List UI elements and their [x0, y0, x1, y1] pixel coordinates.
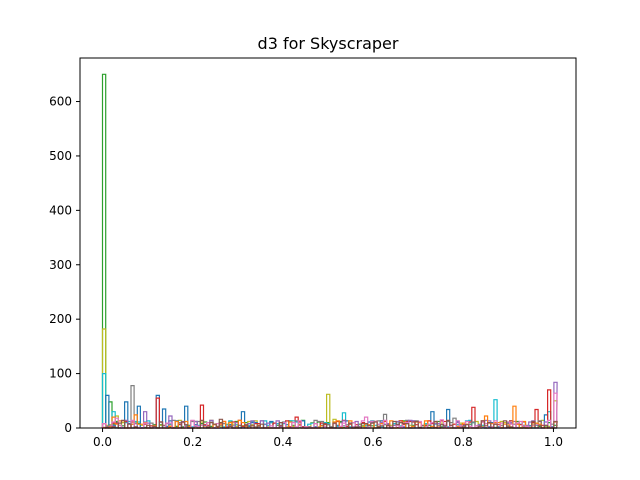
y-tick-label: 100 — [49, 367, 72, 381]
x-tick-label: 0.0 — [93, 435, 112, 449]
y-tick-label: 500 — [49, 149, 72, 163]
y-tick-label: 0 — [64, 421, 72, 435]
x-tick-label: 1.0 — [544, 435, 563, 449]
x-tick-label: 0.4 — [273, 435, 292, 449]
x-tick-label: 0.8 — [454, 435, 473, 449]
x-axis: 0.0 0.2 0.4 0.6 0.8 1.0 — [93, 428, 563, 449]
x-tick-label: 0.2 — [183, 435, 202, 449]
x-tick-label: 0.6 — [364, 435, 383, 449]
axes-frame — [79, 57, 577, 429]
y-tick-label: 300 — [49, 258, 72, 272]
y-axis: 0 100 200 300 400 500 600 — [49, 95, 80, 435]
series-8-step-line — [101, 405, 558, 429]
y-tick-label: 200 — [49, 312, 72, 326]
y-tick-label: 600 — [49, 95, 72, 109]
y-tick-label: 400 — [49, 203, 72, 217]
chart-title: d3 for Skyscraper — [258, 34, 399, 53]
